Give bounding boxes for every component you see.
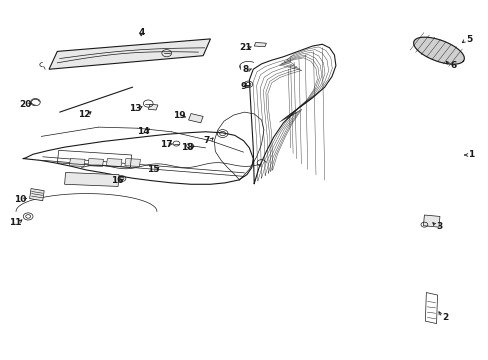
Polygon shape [413,37,464,64]
Text: 4: 4 [138,28,144,37]
Text: 17: 17 [160,140,173,149]
Text: 19: 19 [172,111,185,120]
Text: 15: 15 [146,165,159,174]
Text: 21: 21 [239,43,251,52]
Polygon shape [49,39,210,69]
Text: 11: 11 [9,219,21,228]
Text: 5: 5 [465,36,471,45]
Text: 16: 16 [111,176,123,185]
Text: 12: 12 [78,111,90,120]
Polygon shape [30,189,44,201]
Polygon shape [254,42,266,47]
Polygon shape [69,158,85,166]
Polygon shape [106,158,122,166]
Polygon shape [88,158,103,166]
Polygon shape [188,113,203,123]
Text: 9: 9 [240,82,246,91]
Polygon shape [423,215,439,227]
Text: 13: 13 [128,104,141,113]
Text: 1: 1 [467,150,473,159]
Polygon shape [148,104,158,110]
Text: 20: 20 [20,100,32,109]
Polygon shape [124,158,140,166]
Text: 2: 2 [441,313,447,322]
Text: 14: 14 [137,127,149,136]
Text: 10: 10 [14,195,26,204]
Text: 7: 7 [203,136,210,145]
Text: 6: 6 [449,61,456,70]
Text: 8: 8 [243,66,248,75]
Text: 3: 3 [436,222,442,231]
Text: 18: 18 [181,143,193,152]
Polygon shape [64,172,119,186]
